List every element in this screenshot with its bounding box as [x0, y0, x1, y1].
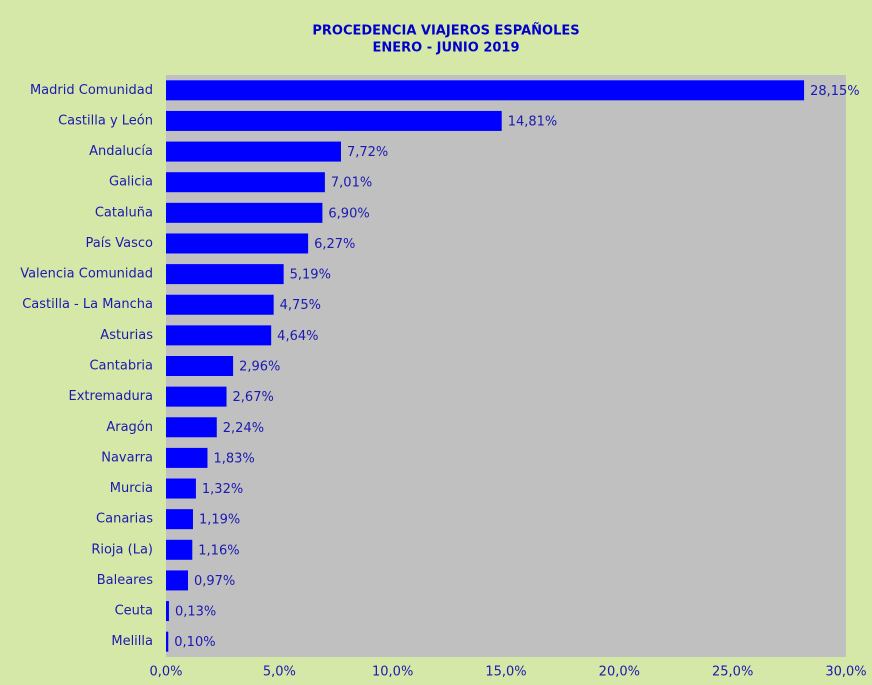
y-tick-label: Cantabria	[89, 359, 153, 374]
data-label: 28,15%	[810, 84, 860, 99]
bar	[166, 447, 208, 468]
data-label: 2,24%	[223, 421, 264, 436]
y-tick-label: Aragón	[106, 420, 153, 435]
x-tick-label: 5,0%	[263, 665, 296, 680]
data-label: 2,67%	[233, 390, 274, 405]
y-tick-label: Cataluña	[95, 205, 153, 220]
data-label: 7,72%	[347, 145, 388, 160]
data-label: 7,01%	[331, 176, 372, 191]
bar	[166, 80, 805, 101]
data-label: 1,16%	[198, 543, 239, 558]
x-tick-label: 15,0%	[485, 665, 526, 680]
bar	[166, 386, 227, 407]
data-label: 5,19%	[290, 268, 331, 283]
bar	[166, 570, 188, 591]
chart-title: PROCEDENCIA VIAJEROS ESPAÑOLES	[312, 23, 579, 39]
y-tick-label: Baleares	[97, 573, 154, 588]
bar	[166, 417, 217, 438]
data-label: 6,90%	[328, 206, 369, 221]
y-tick-label: Navarra	[101, 450, 153, 465]
data-label: 1,32%	[202, 482, 243, 497]
bar	[166, 294, 274, 315]
x-tick-label: 25,0%	[712, 665, 753, 680]
bar	[166, 509, 193, 530]
y-tick-label: País Vasco	[86, 236, 154, 251]
y-tick-label: Melilla	[111, 634, 153, 649]
data-label: 0,97%	[194, 574, 235, 589]
data-label: 4,64%	[277, 329, 318, 344]
data-label: 1,83%	[213, 451, 254, 466]
y-tick-label: Valencia Comunidad	[20, 267, 153, 282]
bar	[166, 233, 309, 254]
bar	[166, 325, 272, 346]
data-label: 14,81%	[508, 114, 558, 129]
bar	[166, 141, 341, 162]
plot-area	[166, 75, 846, 657]
bar	[166, 601, 169, 622]
bar	[166, 172, 325, 193]
bar	[166, 202, 323, 223]
bar	[166, 356, 234, 376]
x-tick-label: 0,0%	[149, 665, 182, 680]
data-label: 0,13%	[175, 605, 216, 620]
y-tick-label: Canarias	[96, 512, 153, 527]
y-tick-label: Andalucía	[89, 144, 153, 159]
x-tick-label: 10,0%	[372, 665, 413, 680]
y-tick-label: Ceuta	[115, 604, 153, 619]
data-label: 1,19%	[199, 513, 240, 528]
y-tick-label: Extremadura	[69, 389, 154, 404]
x-tick-label: 30,0%	[825, 665, 866, 680]
bar	[166, 264, 284, 285]
bar	[166, 110, 502, 131]
data-label: 2,96%	[239, 360, 280, 375]
y-tick-label: Castilla y León	[58, 113, 153, 128]
bar	[166, 478, 196, 499]
bar	[166, 539, 193, 560]
y-tick-label: Asturias	[100, 328, 153, 343]
y-tick-label: Galicia	[109, 175, 153, 190]
chart-subtitle: ENERO - JUNIO 2019	[372, 41, 519, 56]
data-label: 0,10%	[174, 635, 215, 650]
data-label: 4,75%	[280, 298, 321, 313]
y-tick-label: Madrid Comunidad	[30, 83, 153, 98]
data-label: 6,27%	[314, 237, 355, 252]
y-tick-label: Rioja (La)	[91, 542, 153, 557]
y-tick-label: Castilla - La Mancha	[22, 297, 153, 312]
y-tick-label: Murcia	[110, 481, 153, 496]
bar	[166, 631, 169, 652]
x-tick-label: 20,0%	[599, 665, 640, 680]
